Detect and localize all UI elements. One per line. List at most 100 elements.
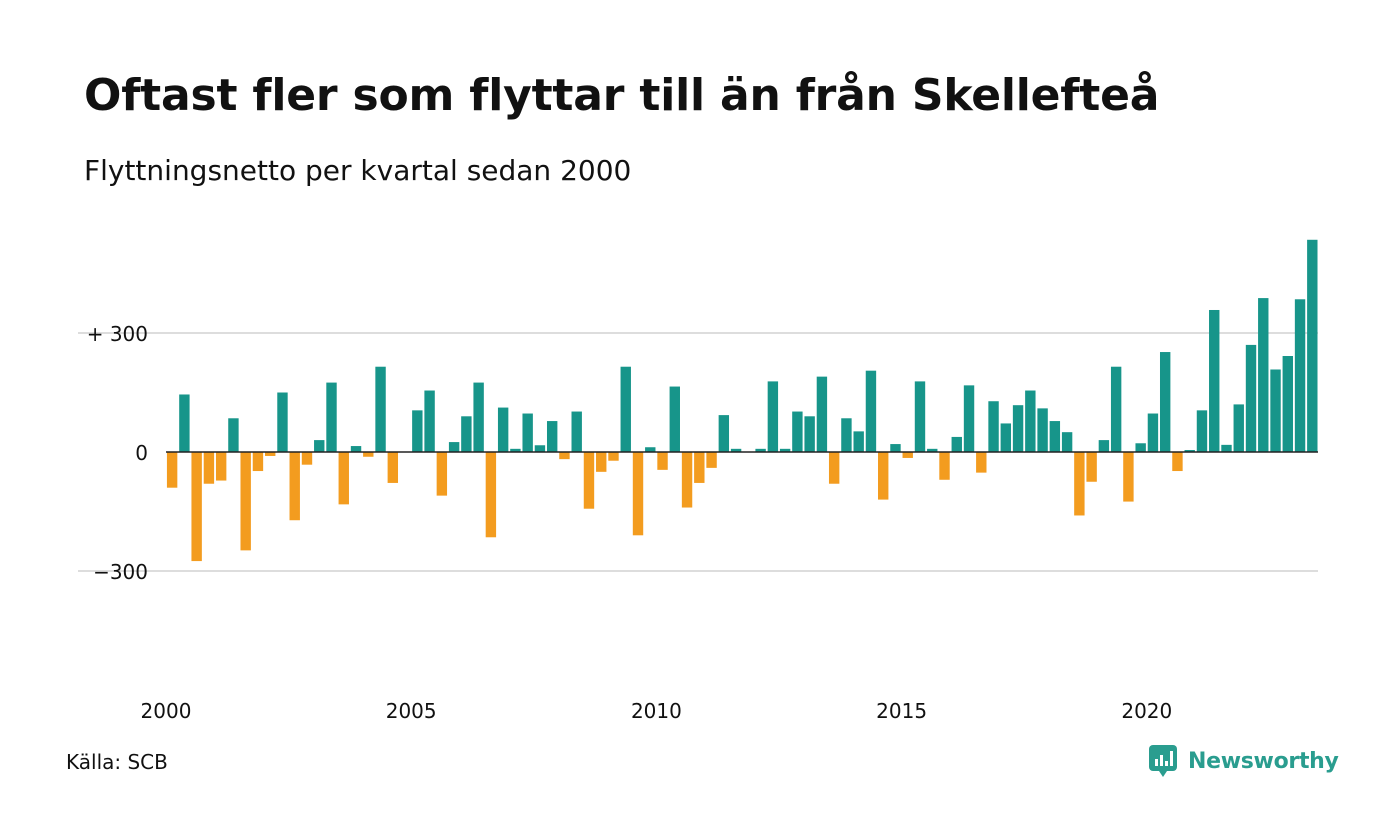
bar [191,452,202,562]
bar [301,452,313,465]
bar [350,446,362,452]
bar-chart: + 300 0 −300 2000 2005 2010 2015 2020 [78,239,1318,723]
bar [314,440,325,452]
bar [1061,432,1073,452]
bar [767,381,779,452]
bar [1282,356,1293,452]
bar [1123,452,1134,502]
bar [1307,239,1318,452]
chart-subtitle: Flyttningsnetto per kvartal sedan 2000 [84,154,632,187]
bars [166,239,1318,562]
bar [927,448,938,452]
bar [387,452,399,483]
bar [816,376,828,452]
bar [730,448,742,452]
x-axis-tick-labels: 2000 2005 2010 2015 2020 [141,699,1173,723]
bar [166,452,178,488]
y-tick-label: −300 [93,560,148,584]
bar [546,421,558,452]
y-tick-label: 0 [135,441,148,465]
bar [436,452,448,496]
bar [632,452,644,536]
bar [1135,443,1146,452]
bar [522,413,533,452]
bar [277,392,288,452]
bar [1074,452,1085,516]
newsworthy-logo[interactable]: Newsworthy [1148,744,1339,778]
bar [657,452,668,470]
newsworthy-logo-icon [1148,744,1178,778]
bar [620,366,631,452]
x-tick-label: 2015 [876,699,927,723]
bar [963,385,975,452]
bar [265,452,276,456]
bar [694,452,705,483]
bar [645,447,656,452]
bar [289,452,300,521]
bar [1159,352,1171,452]
bar [706,452,717,468]
y-tick-label: + 300 [87,322,148,346]
bar [203,452,215,484]
source-note: Källa: SCB [66,750,168,774]
bar [841,418,852,452]
bar [608,452,619,461]
x-tick-label: 2005 [386,699,437,723]
bar [779,448,791,452]
chart-title: Oftast fler som flyttar till än från Ske… [84,70,1160,121]
bar [240,452,251,551]
bar [988,401,999,452]
bar [792,411,803,452]
bar [718,415,730,452]
bar [669,386,680,452]
bar [914,381,926,452]
bar [326,382,337,452]
bar [571,411,582,452]
bar [559,452,570,460]
bar [497,407,509,452]
bar [1037,408,1048,452]
bar [1196,410,1208,452]
bar [828,452,840,484]
bar [976,452,987,473]
bar [1258,298,1269,452]
bar [1172,452,1183,472]
bar [804,416,815,452]
bar [1147,413,1159,452]
bar [461,416,472,452]
bar [1098,440,1110,452]
brand-name: Newsworthy [1188,748,1339,774]
bar [1209,309,1220,452]
bar [510,448,521,452]
bar [1233,404,1244,452]
bar [179,394,190,452]
bar [1000,423,1012,452]
bar [1184,450,1195,452]
bar [215,452,227,481]
bar [583,452,595,509]
bar [939,452,950,480]
bar [375,366,386,452]
bar [412,410,423,452]
bar [1294,299,1306,452]
bar [338,452,349,505]
bar [865,370,877,452]
bar [228,418,239,452]
x-tick-label: 2010 [631,699,682,723]
bar [473,382,484,452]
bar [878,452,889,500]
y-axis-tick-labels: + 300 0 −300 [87,322,148,584]
bar [1270,369,1281,452]
bar [363,452,374,457]
bar [1221,444,1232,452]
bar [1110,366,1122,452]
bar [890,444,901,452]
bar [596,452,607,472]
bar [902,452,913,458]
bar [1025,390,1036,452]
bar [1049,421,1061,452]
bar [951,436,962,452]
bar [681,452,693,508]
bar [424,390,435,452]
grid-lines [78,332,1318,572]
